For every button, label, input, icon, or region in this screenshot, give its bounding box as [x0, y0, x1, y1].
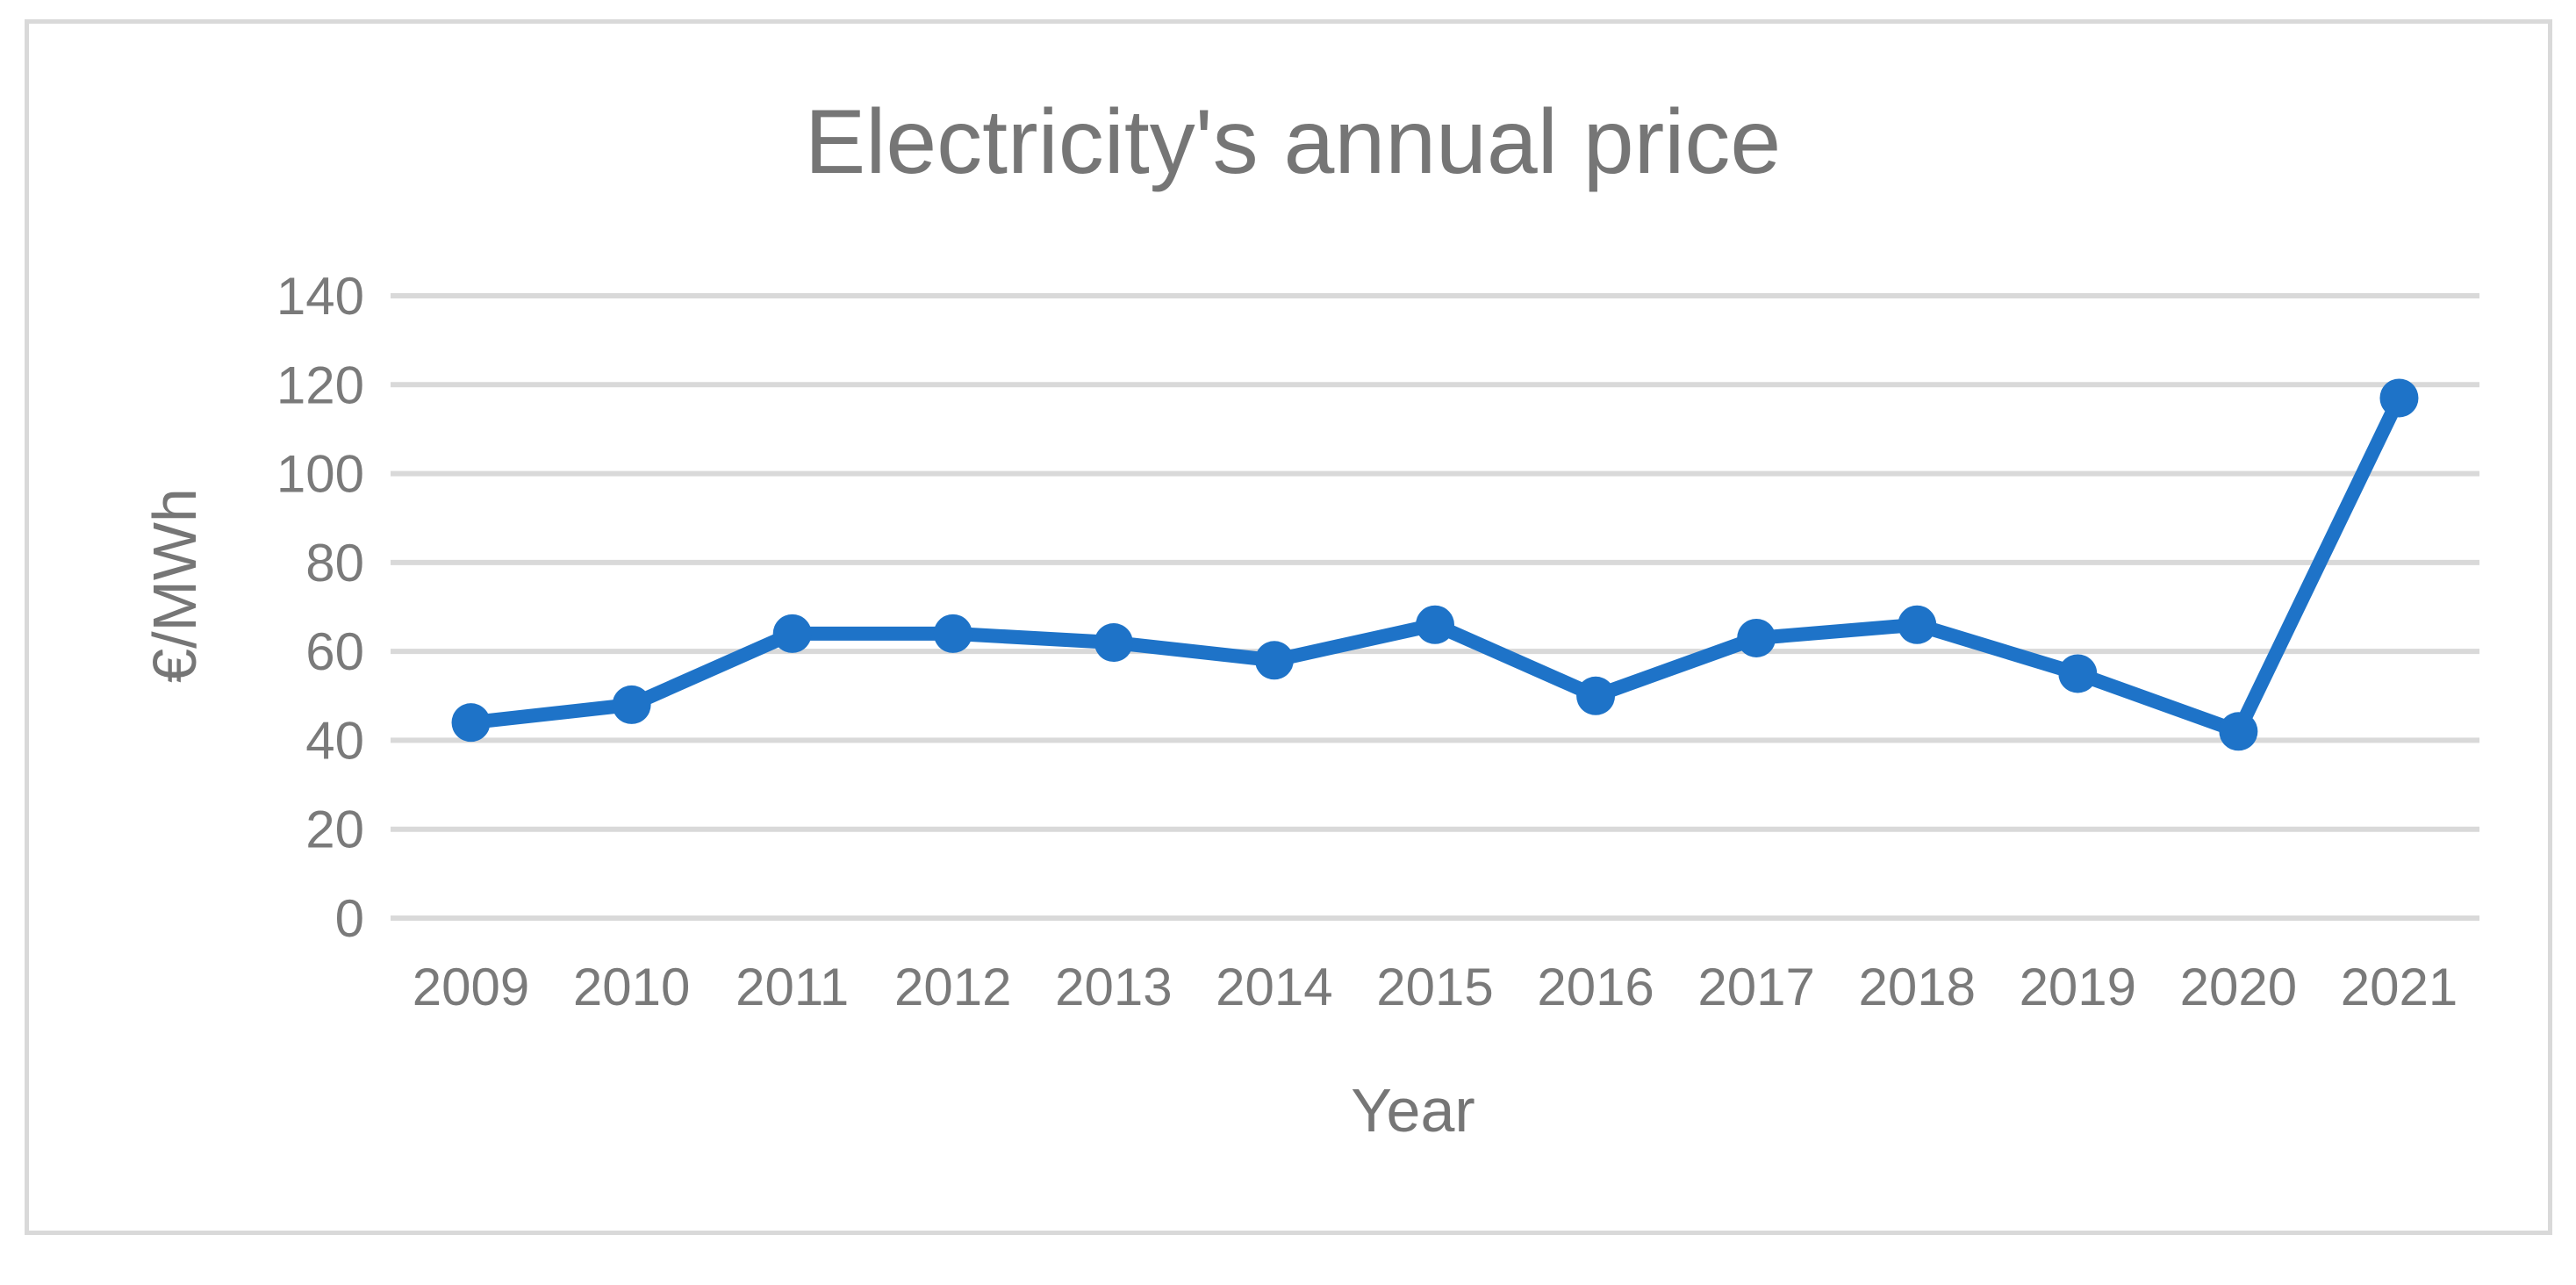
y-tick-label: 120: [276, 355, 364, 414]
chart-svg: Electricity's annual price 0 20 40 60 80 100 1…: [140, 91, 2479, 1145]
x-tick-label: 2015: [1376, 958, 1493, 1016]
y-tick-label: 40: [305, 711, 364, 770]
x-tick-label: 2010: [573, 958, 690, 1016]
chart-title: Electricity's annual price: [805, 91, 1781, 193]
x-tick-label: 2009: [413, 958, 529, 1016]
x-tick-label: 2020: [2180, 958, 2297, 1016]
data-point: [1094, 623, 1133, 663]
y-tick-label: 0: [335, 889, 364, 948]
y-tick-label: 100: [276, 445, 364, 504]
data-point: [1576, 676, 1616, 715]
x-tick-label: 2014: [1216, 958, 1332, 1016]
x-tick-label: 2016: [1537, 958, 1654, 1016]
x-tick-label: 2018: [1858, 958, 1975, 1016]
data-point: [2058, 654, 2098, 693]
data-point: [2379, 378, 2419, 418]
y-axis-ticks: 0 20 40 60 80 100 120 140: [276, 267, 364, 948]
x-axis-ticks: 2009 2010 2011 2012 2013 2014 2015 2016 2017 2018…: [413, 958, 2458, 1016]
x-tick-label: 2019: [2020, 958, 2136, 1016]
data-point: [1416, 605, 1454, 644]
data-point: [612, 685, 651, 724]
data-point: [1254, 641, 1294, 680]
x-tick-label: 2011: [735, 958, 849, 1016]
x-tick-label: 2017: [1697, 958, 1814, 1016]
y-tick-label: 80: [305, 534, 364, 592]
y-tick-label: 140: [276, 267, 364, 326]
chart-frame: Electricity's annual price 0 20 40 60 80 100 1…: [25, 19, 2552, 1235]
x-tick-label: 2013: [1055, 958, 1172, 1016]
y-tick-label: 60: [305, 622, 364, 681]
data-point: [2219, 712, 2258, 751]
data-point: [451, 703, 491, 743]
data-point: [772, 614, 812, 653]
y-tick-label: 20: [305, 800, 364, 859]
y-axis-title: €/MWh: [140, 488, 209, 683]
data-point: [933, 614, 972, 653]
x-axis-title: Year: [1351, 1076, 1475, 1145]
data-point: [1898, 605, 1937, 644]
x-tick-label: 2021: [2341, 958, 2458, 1016]
series-group: [451, 378, 2419, 751]
x-tick-label: 2012: [894, 958, 1011, 1016]
data-point: [1737, 618, 1776, 657]
